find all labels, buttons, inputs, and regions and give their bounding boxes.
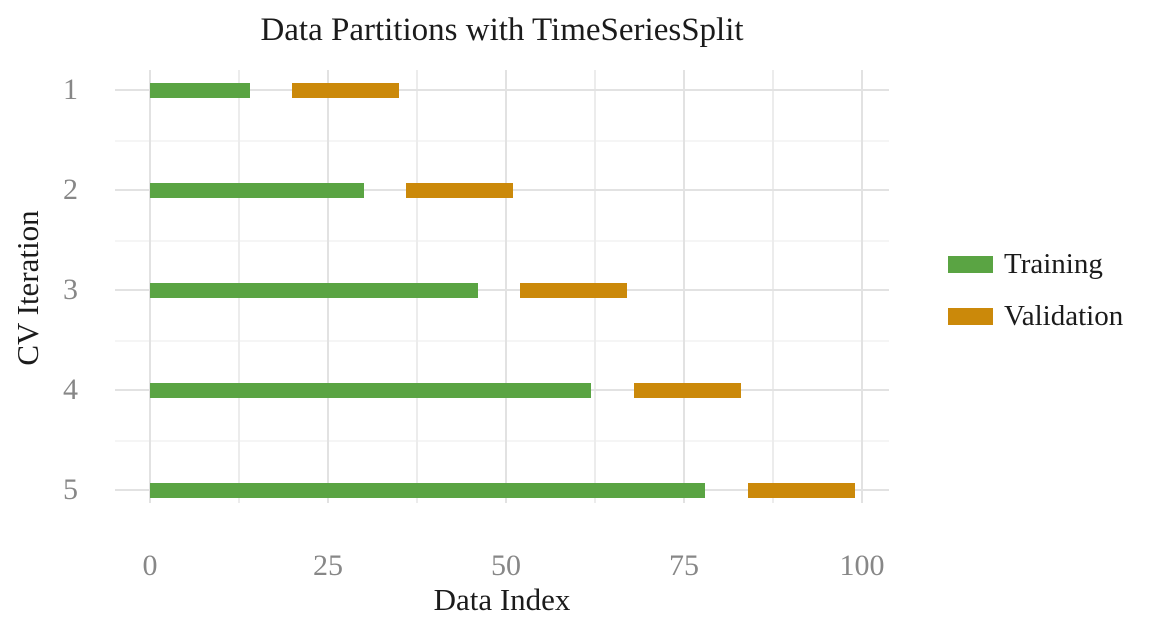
gridline-v-major — [505, 70, 507, 503]
legend-item: Validation — [948, 299, 1123, 333]
legend-label: Validation — [1004, 299, 1124, 332]
training-bar — [150, 82, 250, 98]
validation-bar — [520, 282, 628, 298]
gridline-h-minor — [115, 140, 889, 142]
y-tick-label: 1 — [63, 73, 78, 106]
x-tick-label: 50 — [491, 549, 521, 582]
y-tick-label: 2 — [63, 173, 78, 206]
x-tick-label: 25 — [313, 549, 343, 582]
x-tick-label: 100 — [839, 549, 885, 582]
validation-bar — [748, 482, 855, 498]
training-bar — [150, 282, 478, 298]
training-bar — [150, 482, 706, 498]
training-bar — [150, 382, 592, 398]
gridline-h-minor — [115, 340, 889, 342]
gridline-h-minor — [115, 240, 889, 242]
y-tick-label: 4 — [63, 373, 78, 406]
training-bar — [150, 182, 364, 198]
x-axis-label: Data Index — [433, 582, 571, 617]
legend-label: Training — [1004, 247, 1103, 280]
y-tick-label: 3 — [63, 273, 78, 306]
gridline-v-minor — [772, 70, 774, 503]
gridline-h-minor — [115, 440, 889, 442]
y-tick-label: 5 — [63, 473, 78, 506]
training-legend-swatch — [948, 255, 993, 273]
legend-item: Training — [948, 247, 1123, 281]
gridline-v-major — [683, 70, 685, 503]
x-tick-label: 0 — [142, 549, 158, 582]
plot-area — [115, 70, 889, 503]
y-axis-label: CV Iteration — [10, 210, 45, 366]
gridline-v-major — [861, 70, 863, 503]
gridline-h-major — [115, 289, 889, 291]
validation-bar — [634, 382, 741, 398]
chart-title: Data Partitions with TimeSeriesSplit — [260, 12, 744, 48]
x-tick-label: 75 — [669, 549, 699, 582]
validation-bar — [406, 182, 514, 198]
legend: Training Validation — [948, 247, 1123, 333]
validation-legend-swatch — [948, 307, 993, 325]
gridline-h-major — [115, 89, 889, 91]
validation-bar — [292, 82, 400, 98]
